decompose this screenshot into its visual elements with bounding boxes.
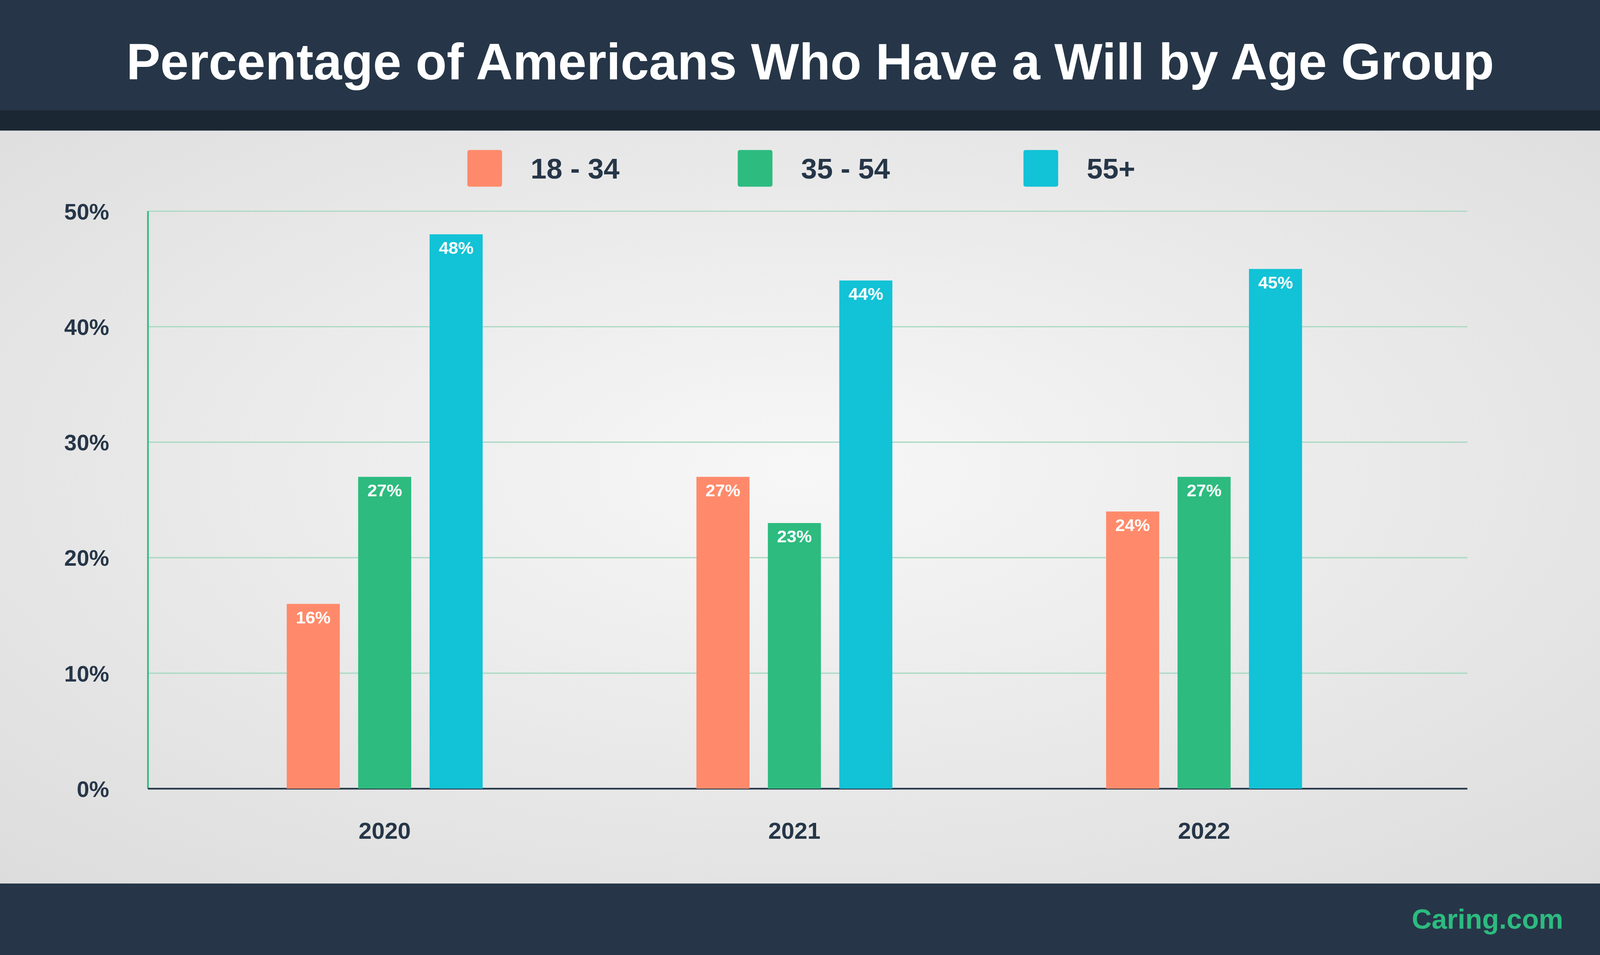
- header-band: [0, 0, 1600, 111]
- bar: [1105, 511, 1160, 789]
- plot-background: [0, 130, 1600, 884]
- y-axis-line: [147, 211, 149, 789]
- legend-label: 35 - 54: [801, 152, 891, 185]
- y-tick-label: 50%: [64, 199, 110, 225]
- y-tick-label: 10%: [64, 661, 110, 687]
- data-label: 16%: [295, 607, 331, 628]
- bar: [1249, 268, 1303, 789]
- legend-label: 55+: [1086, 152, 1136, 185]
- legend-swatch: [737, 150, 773, 187]
- bar: [1177, 476, 1231, 789]
- data-label: 27%: [705, 480, 741, 501]
- bars-group: [286, 234, 1302, 789]
- chart-root: Percentage of Americans Who Have a Will …: [0, 0, 1600, 955]
- data-label: 27%: [1186, 480, 1222, 501]
- logo-text: Caring.com: [1411, 903, 1564, 935]
- legend-swatch: [1023, 150, 1059, 187]
- bar: [839, 280, 893, 789]
- data-label: 45%: [1258, 272, 1293, 293]
- chart-title: Percentage of Americans Who Have a Will …: [126, 33, 1495, 91]
- data-label: 48%: [438, 238, 474, 258]
- bar: [768, 523, 822, 789]
- grid-line: [148, 210, 1468, 213]
- x-tick-label: 2020: [358, 817, 411, 845]
- bar: [358, 476, 412, 789]
- y-tick-label: 30%: [64, 430, 110, 456]
- y-tick-label: 20%: [64, 545, 110, 571]
- legend-label: 18 - 34: [530, 152, 620, 185]
- chart-svg: Percentage of Americans Who Have a Will …: [0, 0, 1600, 955]
- data-label: 44%: [848, 284, 884, 304]
- x-tick-label: 2021: [768, 817, 821, 845]
- bar: [696, 476, 750, 789]
- data-label: 23%: [777, 526, 812, 547]
- bar: [286, 604, 340, 789]
- header-strip: [0, 110, 1600, 131]
- y-tick-label: 0%: [76, 776, 110, 802]
- legend-swatch: [467, 150, 502, 187]
- x-tick-label: 2022: [1177, 817, 1231, 845]
- footer-band: [0, 883, 1600, 955]
- data-label: 24%: [1115, 515, 1150, 536]
- labels-group: 16% 27% 48% 27% 23% 44% 24% 27% 45%: [295, 238, 1293, 628]
- data-label: 27%: [367, 480, 402, 501]
- y-tick-label: 40%: [64, 314, 110, 340]
- bar: [429, 234, 483, 789]
